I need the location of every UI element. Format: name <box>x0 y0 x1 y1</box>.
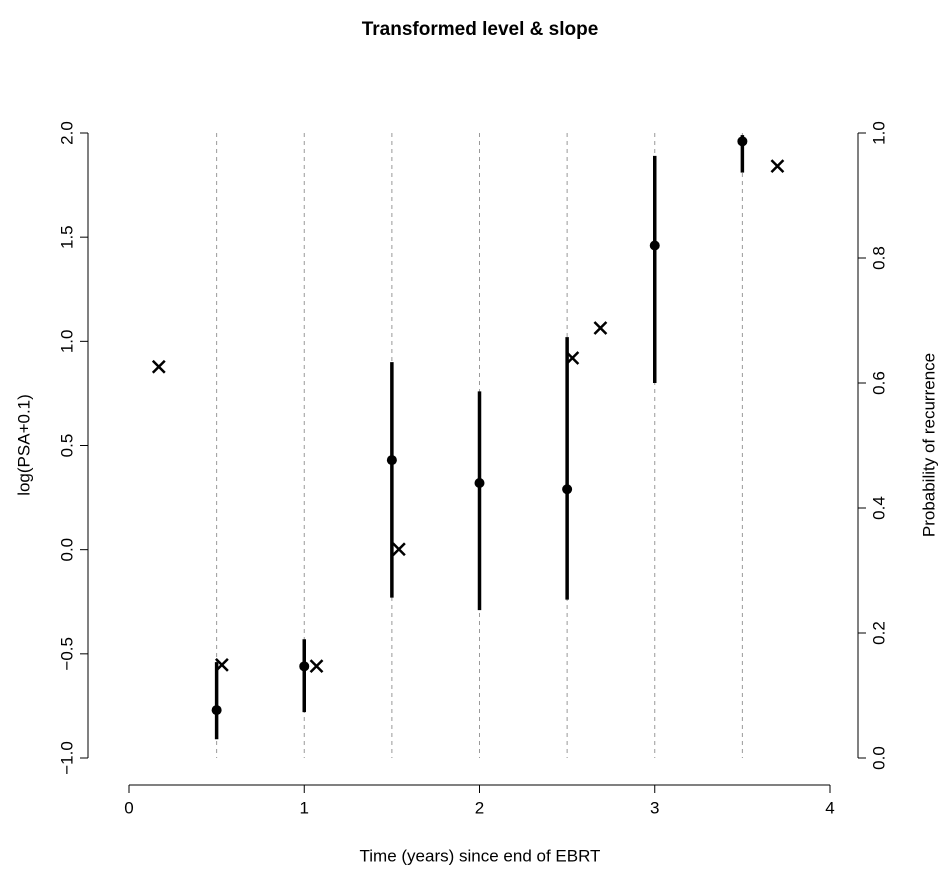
x-tick-label: 3 <box>650 798 659 817</box>
y2-tick-label: 0.2 <box>869 621 888 645</box>
point <box>474 478 485 488</box>
y-tick-label: −1.0 <box>57 741 76 775</box>
cross-point <box>214 657 229 672</box>
point <box>649 240 660 251</box>
cross-stroke <box>309 659 324 674</box>
cross-stroke <box>392 542 406 557</box>
x-tick-label: 4 <box>825 798 834 817</box>
y2-tick-label: 0.0 <box>869 746 888 770</box>
x-axis-title: Time (years) since end of EBRT <box>360 846 601 865</box>
y2-axis-title: Probability of recurrence <box>919 353 938 537</box>
y-tick-label: 2.0 <box>57 121 76 145</box>
cross-stroke <box>770 159 785 174</box>
y-tick-label: 1.5 <box>57 225 76 249</box>
cross-point <box>309 659 324 674</box>
y2-tick-label: 1.0 <box>869 121 888 145</box>
x-tick-label: 0 <box>124 798 133 817</box>
x-tick-label: 2 <box>475 798 484 817</box>
point <box>386 455 397 466</box>
y-tick-label: −0.5 <box>57 637 76 671</box>
point <box>737 136 748 147</box>
y2-tick-label: 0.4 <box>869 496 888 520</box>
y-tick-label: 1.0 <box>57 330 76 354</box>
cross-point <box>392 542 406 557</box>
point <box>299 661 310 672</box>
y-tick-label: 0.0 <box>57 538 76 562</box>
point <box>211 705 222 716</box>
cross-point <box>770 159 785 174</box>
x-tick-label: 1 <box>300 798 309 817</box>
point <box>562 484 573 495</box>
cross-stroke <box>214 657 229 672</box>
cross-stroke <box>565 351 580 365</box>
cross-stroke <box>151 359 166 374</box>
y2-tick-label: 0.6 <box>869 371 888 395</box>
y-axis-title: log(PSA+0.1) <box>14 394 33 496</box>
cross-point <box>151 359 166 374</box>
y-tick-label: 0.5 <box>57 434 76 458</box>
cross-point <box>565 351 580 365</box>
cross-point <box>593 321 608 335</box>
chart-title: Transformed level & slope <box>362 19 599 40</box>
y2-tick-label: 0.8 <box>869 246 888 270</box>
cross-stroke <box>593 321 608 335</box>
